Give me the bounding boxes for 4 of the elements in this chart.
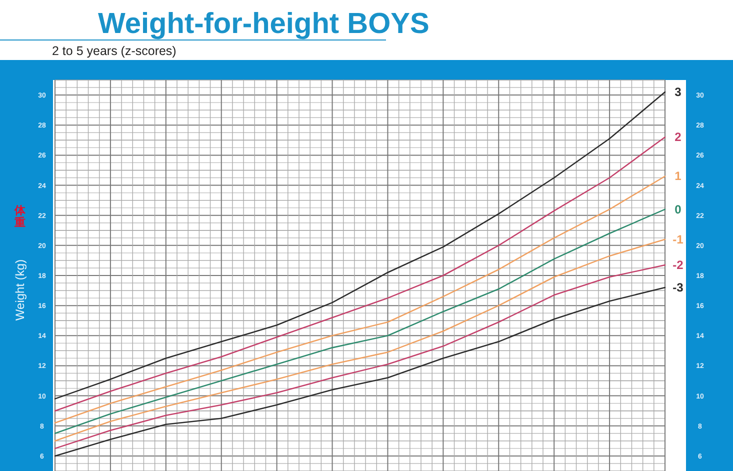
ylabel: Weight (kg) bbox=[13, 259, 27, 321]
subtitle: 2 to 5 years (z-scores) bbox=[52, 44, 176, 58]
title: Weight-for-height BOYS bbox=[98, 8, 430, 40]
annotation: 体重 bbox=[14, 205, 26, 229]
